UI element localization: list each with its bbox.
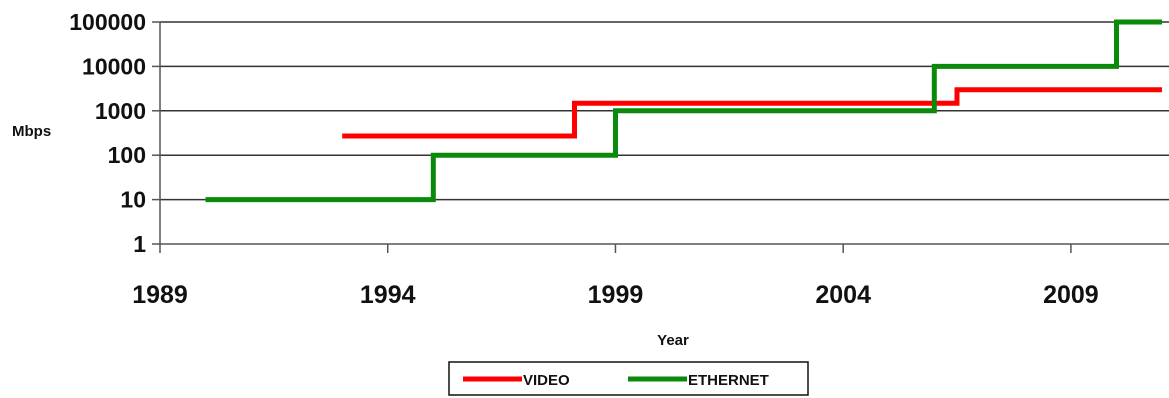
y-tick-labels: 1 10 100 1000 10000 100000 bbox=[69, 9, 160, 257]
legend-label-video: VIDEO bbox=[523, 372, 570, 389]
data-series bbox=[205, 19, 1162, 203]
series-line-ethernet bbox=[205, 19, 1162, 203]
legend-label-ethernet: ETHERNET bbox=[688, 372, 769, 389]
y-axis-title: Mbps bbox=[12, 123, 51, 140]
x-tick-labels: 1989 1994 1999 2004 2009 bbox=[132, 244, 1099, 309]
x-tick-label: 2004 bbox=[815, 281, 871, 309]
y-tick-label: 10000 bbox=[82, 53, 146, 79]
x-tick-label: 2009 bbox=[1043, 281, 1099, 309]
x-tick-label: 1989 bbox=[132, 281, 188, 309]
x-tick-label: 1999 bbox=[588, 281, 644, 309]
y-tick-label: 1 bbox=[133, 231, 146, 257]
series-line-video bbox=[342, 87, 1162, 139]
y-tick-label: 10 bbox=[120, 187, 146, 213]
x-axis-title: Year bbox=[657, 332, 689, 349]
x-tick-label: 1994 bbox=[360, 281, 416, 309]
y-tick-label: 100000 bbox=[69, 9, 146, 35]
axes bbox=[159, 22, 1169, 245]
y-tick-label: 1000 bbox=[95, 98, 146, 124]
y-tick-label: 100 bbox=[108, 142, 146, 168]
legend: VIDEO ETHERNET bbox=[448, 361, 809, 396]
